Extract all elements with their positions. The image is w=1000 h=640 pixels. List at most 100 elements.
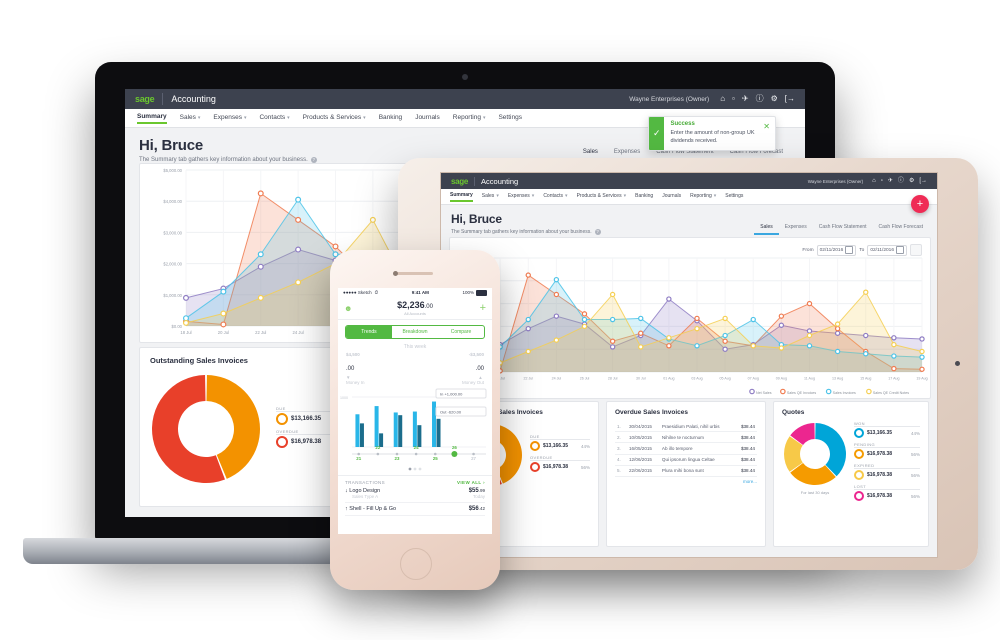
- user-label[interactable]: Wayne Enterprises (Owner): [629, 95, 710, 103]
- menu-item-settings[interactable]: Settings: [725, 193, 743, 201]
- megaphone-icon[interactable]: ✈: [887, 178, 893, 184]
- close-icon[interactable]: ✕: [763, 122, 770, 131]
- list-item[interactable]: ↑ Shell - Fill Up & Go $56.42: [345, 503, 485, 516]
- tab-cash-flow-statement[interactable]: Cash Flow Statement: [818, 224, 867, 230]
- legend-value: $13,166.35: [543, 443, 569, 449]
- card-title: Outstanding Sales Invoices: [150, 356, 248, 365]
- gear-icon[interactable]: ⚙: [908, 178, 915, 184]
- help-icon[interactable]: ⓘ: [755, 94, 764, 103]
- menu-item-contacts[interactable]: Contacts ▾: [259, 114, 289, 123]
- sage-logo[interactable]: sage: [451, 176, 469, 186]
- phone-device: ●●●●● Sketch ⏱ 9:41 AM 100% ☻ $2,236.00 …: [330, 250, 500, 590]
- refresh-icon[interactable]: [910, 244, 922, 256]
- tablet-camera-icon: [955, 361, 960, 366]
- logout-icon[interactable]: [→: [919, 178, 927, 184]
- question-mark-icon[interactable]: ?: [594, 229, 601, 235]
- row-date: 12/06/2015: [627, 454, 660, 466]
- menu-item-products-services[interactable]: Products & Services ▾: [303, 114, 366, 123]
- menu-item-journals[interactable]: Journals: [662, 193, 681, 201]
- phone-home-button[interactable]: [400, 548, 432, 580]
- menu-item-banking[interactable]: Banking: [379, 114, 403, 123]
- svg-text:$5,000.00: $5,000.00: [163, 168, 182, 173]
- segment-compare[interactable]: Compare: [450, 329, 472, 335]
- battery-percent: 100%: [462, 290, 474, 295]
- topbar-right: Wayne Enterprises (Owner) ⌂ ▫ ✈ ⓘ ⚙ [→: [808, 178, 927, 184]
- help-icon[interactable]: ⓘ: [897, 178, 904, 184]
- tab-cash-flow-statement[interactable]: Cash Flow Statement: [656, 149, 714, 155]
- svg-text:$4,000.00: $4,000.00: [163, 199, 182, 204]
- page-title: Hi, Bruce: [451, 212, 502, 226]
- table-row[interactable]: 4. 12/06/2015 Qui ipsorum lingua Celtae $38…: [615, 454, 757, 466]
- menu-item-settings[interactable]: Settings: [498, 114, 522, 123]
- chat-icon[interactable]: ▫: [732, 94, 735, 103]
- table-row[interactable]: 3. 16/05/2015 Ab illo tempore $38.44: [615, 442, 757, 455]
- segment-trends[interactable]: Trends: [346, 326, 392, 338]
- sage-logo[interactable]: sage: [135, 94, 155, 104]
- menu-item-expenses[interactable]: Expenses ▾: [213, 114, 246, 123]
- to-date-input[interactable]: 02/11/2016: [867, 244, 907, 256]
- menu-item-journals[interactable]: Journals: [415, 114, 440, 123]
- segment-breakdown[interactable]: Breakdown: [402, 329, 428, 335]
- tab-expenses[interactable]: Expenses: [613, 149, 641, 155]
- menu-label: Banking: [635, 192, 654, 199]
- tab-sales[interactable]: Sales: [754, 221, 779, 235]
- phone-segmented-control: Trends Breakdown Compare: [345, 325, 485, 339]
- legend-row-overdue: OVERDUE $16,978.38 56%: [530, 455, 590, 472]
- menu-item-sales[interactable]: Sales ▾: [482, 193, 499, 201]
- home-icon[interactable]: ⌂: [720, 94, 726, 103]
- table-row[interactable]: 2. 10/05/2015 Nihilne te nocturnum $38.44: [615, 431, 757, 444]
- view-all-link[interactable]: VIEW ALL ›: [456, 480, 485, 485]
- tab-cash-flow-forecast[interactable]: Cash Flow Forecast: [729, 149, 783, 155]
- logout-icon[interactable]: [→: [784, 94, 795, 103]
- calendar-icon[interactable]: [896, 246, 904, 254]
- phone-camera-icon: [393, 271, 398, 276]
- svg-text:21: 21: [356, 456, 361, 461]
- menu-item-reporting[interactable]: Reporting ▾: [453, 114, 486, 123]
- chevron-down-icon: ▾: [565, 192, 568, 199]
- svg-text:23: 23: [395, 456, 400, 461]
- menu-item-summary[interactable]: Summary: [450, 192, 473, 202]
- tablet-page-header: Hi, Bruce The Summary tab gathers key in…: [441, 205, 937, 239]
- more-link[interactable]: more...: [742, 478, 757, 484]
- gear-icon[interactable]: ⚙: [770, 94, 778, 103]
- chat-icon[interactable]: ▫: [880, 178, 883, 184]
- list-item[interactable]: ↓ Logo Design Sales Type A $55.99 Today: [345, 485, 485, 503]
- svg-text:17 Aug: 17 Aug: [888, 377, 899, 381]
- row-amount: $38.44: [735, 431, 757, 444]
- menu-item-reporting[interactable]: Reporting ▾: [690, 193, 716, 201]
- person-icon[interactable]: ☻: [344, 303, 353, 313]
- add-button[interactable]: +: [911, 195, 929, 213]
- laptop-main-menu: Summary Sales ▾ Expenses ▾ Contacts ▾ Produ…: [125, 109, 805, 128]
- phone-screen: ●●●●● Sketch ⏱ 9:41 AM 100% ☻ $2,236.00 …: [338, 288, 492, 534]
- home-icon[interactable]: ⌂: [872, 178, 876, 184]
- chevron-down-icon: ▾: [531, 192, 535, 199]
- tab-expenses[interactable]: Expenses: [784, 224, 807, 230]
- transaction-title: ↓ Logo Design: [345, 488, 381, 494]
- menu-item-banking[interactable]: Banking: [635, 193, 653, 201]
- menu-item-contacts[interactable]: Contacts ▾: [543, 193, 567, 201]
- menu-label: Sales: [179, 113, 196, 121]
- clock-label: 9:41 AM: [411, 290, 429, 295]
- user-label[interactable]: Wayne Enterprises (Owner): [807, 178, 864, 184]
- legend-value: $16,978.38: [291, 439, 322, 445]
- menu-label: Summary: [450, 191, 473, 198]
- battery-icon: [475, 289, 487, 296]
- megaphone-icon[interactable]: ✈: [741, 94, 749, 103]
- calendar-icon[interactable]: [845, 246, 854, 254]
- plus-icon[interactable]: +: [479, 302, 486, 314]
- transaction-amount: $55.99: [468, 488, 485, 494]
- question-mark-icon[interactable]: ?: [310, 157, 317, 163]
- menu-label: Reporting: [690, 192, 712, 199]
- tab-cash-flow-forecast[interactable]: Cash Flow Forecast: [878, 224, 923, 230]
- menu-item-products-services[interactable]: Products & Services ▾: [577, 193, 627, 201]
- card-title: Overdue Sales Invoices: [615, 409, 688, 416]
- table-row[interactable]: 5. 22/06/2015 Plura mihi bona sunt $38.44: [615, 465, 757, 477]
- tablet-overdue-sales-invoices-card: Overdue Sales Invoices 1. 30/04/2015 Praes…: [606, 401, 766, 547]
- table-row[interactable]: 1. 30/04/2015 Praesidium Palati, nihil urb…: [615, 421, 757, 433]
- menu-item-expenses[interactable]: Expenses ▾: [508, 193, 534, 201]
- from-date-input[interactable]: 02/11/2016: [816, 244, 857, 256]
- menu-item-summary[interactable]: Summary: [137, 113, 167, 124]
- svg-text:26: 26: [452, 445, 457, 450]
- menu-label: Journals: [415, 113, 440, 121]
- menu-item-sales[interactable]: Sales ▾: [180, 114, 201, 123]
